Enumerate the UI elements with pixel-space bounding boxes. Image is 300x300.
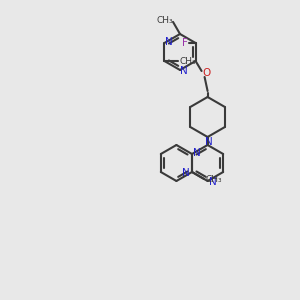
Text: N: N bbox=[193, 148, 201, 158]
Text: N: N bbox=[209, 177, 217, 187]
Text: CH₃: CH₃ bbox=[179, 56, 196, 65]
Text: F: F bbox=[182, 38, 188, 48]
Text: N: N bbox=[182, 168, 190, 178]
Text: CH₃: CH₃ bbox=[157, 16, 173, 26]
Text: O: O bbox=[202, 68, 211, 78]
Text: N: N bbox=[205, 137, 212, 147]
Text: CH₃: CH₃ bbox=[206, 175, 222, 184]
Text: N: N bbox=[164, 37, 172, 47]
Text: N: N bbox=[180, 66, 188, 76]
